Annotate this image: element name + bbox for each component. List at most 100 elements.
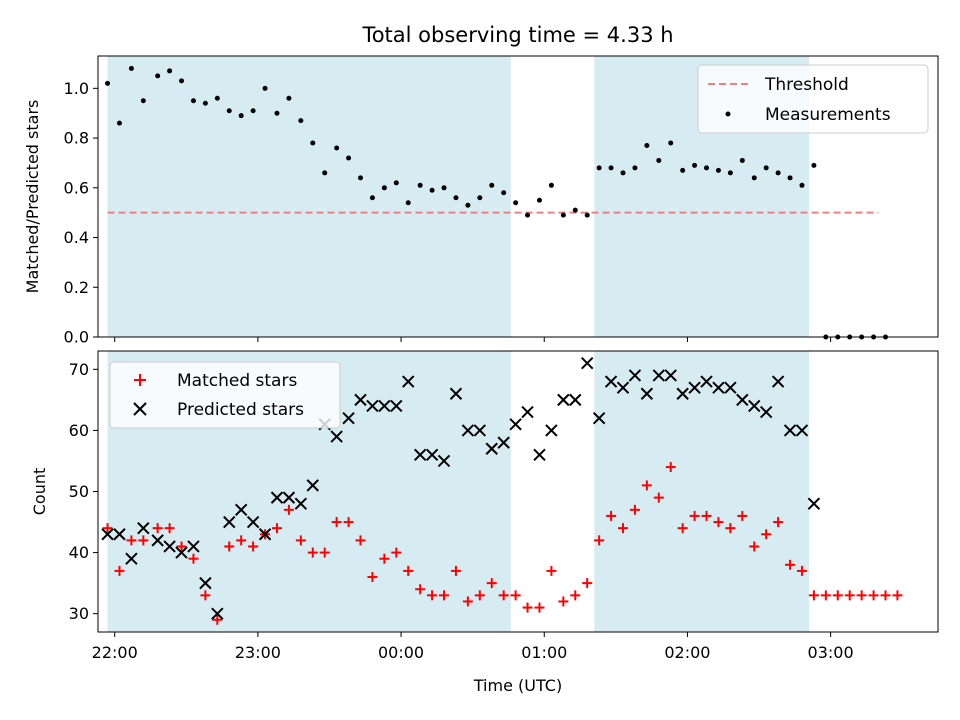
measurement-point [105,80,111,86]
measurement-point [739,157,745,163]
matched-stars-point [415,584,426,595]
matched-stars-point [677,523,688,534]
measurement-point [274,110,280,116]
measurement-point [128,65,134,71]
predicted-stars-point [113,528,126,541]
matched-stars-point [749,541,760,552]
matched-stars-point [403,565,414,576]
measurement-point [489,182,495,188]
matched-stars-point [594,535,605,546]
matched-stars-point [188,553,199,564]
matched-stars-point [212,614,223,625]
measurement-point [811,162,817,168]
measurement-point [202,100,208,106]
matched-stars-point [307,547,318,558]
predicted-stars-point [354,393,367,407]
matched-stars-point [844,590,855,601]
bottom-y-tick-label: 60 [69,421,89,440]
matched-stars-point [474,590,485,601]
matched-stars-point [665,462,676,473]
x-tick-label: 02:00 [664,643,710,662]
matched-stars-point [295,535,306,546]
x-tick-label: 22:00 [92,643,138,662]
matched-stars-point [248,541,259,552]
matched-stars-point [319,547,330,558]
measurement-point [715,167,721,173]
measurement-point [525,212,531,218]
top-shaded-intervals [107,56,810,337]
measurement-point [334,145,340,151]
predicted-stars-point [724,381,737,394]
predicted-stars-point [485,442,498,455]
matched-stars-point [761,529,772,540]
measurement-point [477,195,483,201]
bottom-y-ticks: 30 40 50 60 70 [69,360,98,623]
predicted-stars-point [163,540,176,553]
measurement-point [632,165,638,171]
measurement-point [298,118,304,124]
matched-stars-point [558,596,569,607]
top-panel: 0.0 0.2 0.4 0.6 0.8 1.0 Total observing time … [23,23,939,347]
predicted-stars-point [676,387,689,400]
predicted-stars-point [604,375,618,388]
predicted-stars-point [771,375,785,388]
predicted-stars-point [294,497,308,510]
predicted-stars-point [533,448,546,462]
predicted-stars-point [473,424,487,437]
measurement-point [286,95,292,101]
predicted-stars-point [187,540,200,553]
predicted-stars-point [557,393,570,407]
predicted-stars-point [306,479,319,492]
matched-stars-point [102,523,113,534]
matched-stars-point [427,590,438,601]
matched-stars-point [152,523,163,534]
legend-predicted-label: Predicted stars [177,400,304,420]
bottom-y-axis-label: Count [30,468,49,516]
matched-stars-point [618,523,628,534]
top-legend: Threshold Measurements [697,64,929,134]
top-y-tick-label: 0.0 [64,328,89,347]
predicted-stars-point [437,454,451,468]
measurement-point [548,182,554,188]
measurement-point [226,108,232,114]
measurement-point [155,73,161,79]
predicted-stars-point [712,381,725,394]
legend-matched-swatch [134,374,146,386]
top-data-marks [105,65,888,340]
measurement-point [727,170,733,176]
measurement-point [140,98,146,104]
bottom-shaded-interval [594,351,810,632]
measurement-point [656,157,662,163]
matched-stars-point [462,596,473,607]
matched-stars-point [606,510,617,521]
predicted-stars-point [640,387,654,400]
measurement-point [346,155,352,161]
matched-stars-point [856,590,867,601]
measurement-point [680,167,686,173]
predicted-stars-point [223,515,236,529]
matched-stars-point [498,590,509,601]
predicted-stars-point [175,546,188,559]
matched-stars-point [892,590,903,601]
matched-stars-point [486,578,497,589]
predicted-stars-point [545,424,558,437]
top-axes-frame [97,55,939,338]
predicted-stars-point [366,399,379,413]
measurement-point [190,98,196,104]
measurement-point [310,140,316,146]
predicted-stars-point [688,381,701,394]
matched-stars-point [737,510,748,521]
predicted-stars-point [569,393,582,407]
legend-predicted-swatch [133,402,147,416]
matched-stars-point [355,535,366,546]
top-y-tick-label: 0.8 [64,129,89,148]
matched-stars-point [200,590,211,601]
predicted-stars-point [378,399,391,413]
measurement-point [453,195,459,201]
predicted-stars-point [342,411,355,425]
matched-stars-point [510,590,521,601]
measurement-point [584,212,590,218]
x-tick-label: 01:00 [521,643,567,662]
measurement-point [572,207,578,213]
